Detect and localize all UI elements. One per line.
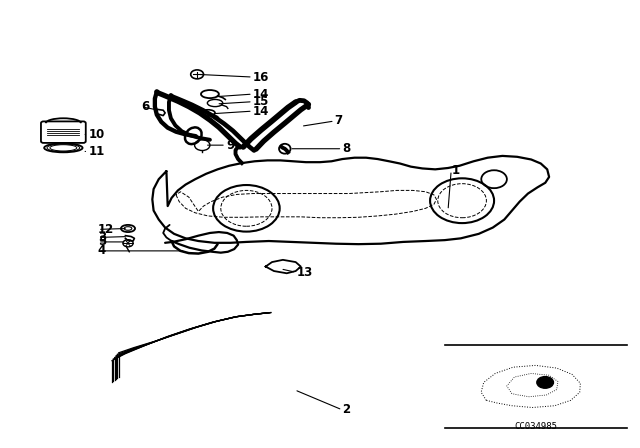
Text: 16: 16 xyxy=(253,70,269,84)
Circle shape xyxy=(537,377,554,388)
Text: 14: 14 xyxy=(253,87,269,101)
Text: 6: 6 xyxy=(141,100,149,113)
Text: 7: 7 xyxy=(335,114,343,128)
Text: 3: 3 xyxy=(98,231,106,244)
Text: 9: 9 xyxy=(226,138,234,152)
Text: CC034985: CC034985 xyxy=(515,422,557,431)
Text: 2: 2 xyxy=(342,403,351,417)
Text: 13: 13 xyxy=(296,266,312,279)
Text: 5: 5 xyxy=(98,235,106,249)
Text: 1: 1 xyxy=(451,164,460,177)
Text: 14: 14 xyxy=(253,104,269,118)
Text: 11: 11 xyxy=(88,145,104,158)
Text: 15: 15 xyxy=(253,95,269,108)
Text: 10: 10 xyxy=(88,128,104,141)
Text: 12: 12 xyxy=(98,223,114,236)
Text: 8: 8 xyxy=(342,142,351,155)
Text: 4: 4 xyxy=(98,244,106,258)
